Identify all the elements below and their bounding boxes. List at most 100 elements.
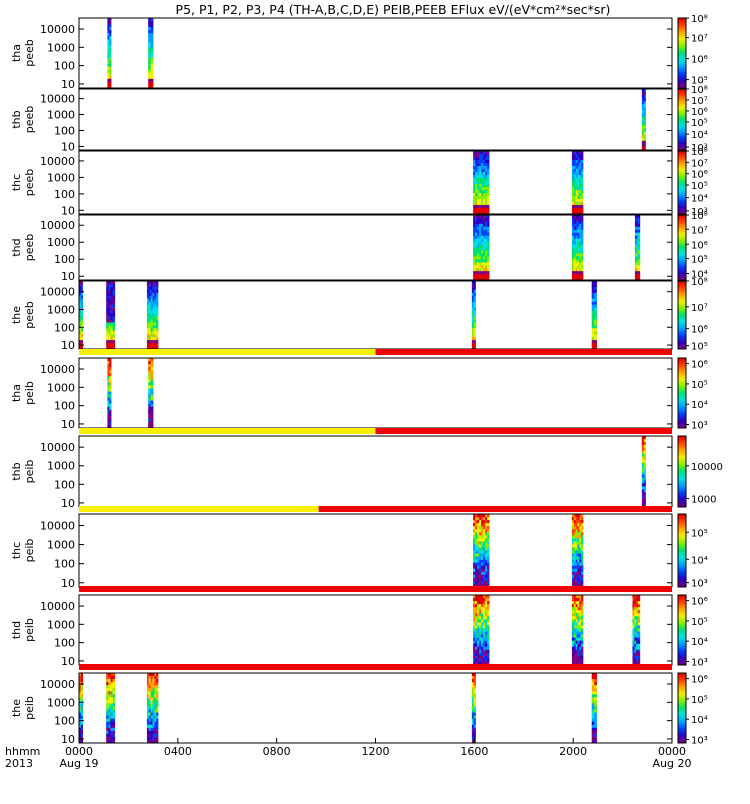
- spectrogram-cell: [112, 281, 116, 285]
- spectrogram-cell: [152, 739, 155, 743]
- spectrogram-cell: [150, 292, 153, 297]
- spectrogram-cell: [483, 262, 486, 266]
- spectrogram-cell: [479, 241, 482, 245]
- panel-frame: [78, 214, 673, 281]
- spectrogram-cell: [575, 196, 578, 200]
- spectrogram-cell: [487, 565, 490, 570]
- spectrogram-cell: [638, 601, 641, 605]
- spectrogram-cell: [110, 289, 113, 294]
- spectrogram-cell: [477, 601, 480, 605]
- spectrogram-cell: [112, 703, 116, 707]
- spectrogram-cell: [643, 122, 646, 126]
- spectrogram-cell: [473, 646, 476, 651]
- spectrogram-cell: [148, 403, 151, 407]
- spectrogram-cell: [634, 607, 637, 611]
- spectrogram-cell: [477, 226, 480, 231]
- spectrogram-cell: [110, 733, 113, 738]
- spectrogram-cell: [156, 289, 159, 294]
- spectrogram-cell: [150, 385, 154, 389]
- spectrogram-cell: [485, 649, 488, 654]
- spectrogram-cell: [150, 364, 154, 368]
- colorbar-tick-label: 10⁵: [691, 695, 708, 706]
- panel-data: [473, 595, 641, 665]
- spectrogram-cell: [637, 247, 641, 251]
- spectrogram-cell: [641, 468, 645, 472]
- spectrogram-cell: [577, 193, 580, 197]
- spectrogram-cell: [643, 501, 646, 505]
- spectrogram-cell: [481, 199, 484, 203]
- y-tick-label: 10000: [40, 93, 75, 106]
- spectrogram-cell: [106, 289, 109, 294]
- colorbar-tick-label: 10³: [691, 579, 708, 590]
- spectrogram-cell: [112, 328, 116, 332]
- spectrogram-cell: [112, 334, 116, 338]
- spectrogram-cell: [632, 613, 635, 617]
- panel-label-product: peeb: [23, 301, 36, 329]
- spectrogram-cell: [579, 181, 582, 185]
- spectrogram-cell: [634, 622, 637, 626]
- spectrogram-cell: [571, 553, 575, 557]
- spectrogram-cell: [579, 571, 582, 576]
- spectrogram-cell: [107, 367, 110, 371]
- spectrogram-cell: [579, 157, 582, 161]
- spectrogram-cell: [106, 346, 109, 349]
- spectrogram-cell: [485, 652, 488, 657]
- spectrogram-cell: [575, 562, 578, 567]
- spectrogram-cell: [577, 217, 580, 222]
- spectrogram-cell: [109, 397, 112, 401]
- spectrogram-cell: [634, 604, 637, 608]
- spectrogram-cell: [148, 421, 151, 426]
- spectrogram-cell: [483, 259, 486, 263]
- spectrogram-cell: [487, 238, 490, 242]
- spectrogram-cell: [573, 547, 576, 551]
- spectrogram-cell: [146, 688, 150, 692]
- spectrogram-cell: [154, 313, 157, 317]
- spectrogram-cell: [80, 730, 83, 735]
- spectrogram-cell: [80, 295, 83, 300]
- spectrogram-cell: [481, 580, 484, 585]
- spectrogram-cell: [594, 685, 597, 689]
- spectrogram-cell: [632, 646, 635, 651]
- spectrogram-cell: [579, 565, 582, 570]
- spectrogram-cell: [577, 556, 580, 560]
- spectrogram-cell: [477, 256, 480, 260]
- spectrogram-cell: [152, 295, 155, 300]
- spectrogram-cell: [150, 24, 154, 28]
- spectrogram-cell: [471, 331, 475, 335]
- spectrogram-cell: [150, 409, 154, 414]
- spectrogram-cell: [150, 310, 153, 314]
- spectrogram-cell: [473, 547, 476, 551]
- spectrogram-cell: [107, 51, 110, 55]
- spectrogram-cell: [581, 529, 584, 533]
- spectrogram-cell: [150, 343, 153, 347]
- spectrogram-cell: [483, 526, 486, 530]
- spectrogram-cell: [79, 310, 82, 314]
- spectrogram-cell: [481, 616, 484, 620]
- spectrogram-cell: [485, 223, 488, 228]
- spectrogram-cell: [152, 328, 155, 332]
- spectrogram-cell: [594, 730, 597, 735]
- spectrogram-cell: [108, 718, 111, 722]
- spectrogram-cell: [146, 289, 150, 294]
- spectrogram-cell: [156, 718, 159, 722]
- spectrogram-cell: [106, 736, 109, 741]
- spectrogram-cell: [473, 256, 476, 260]
- spectrogram-cell: [154, 703, 157, 707]
- spectrogram-cell: [571, 571, 575, 576]
- spectrogram-cell: [150, 39, 154, 43]
- spectrogram-cell: [579, 172, 582, 176]
- spectrogram-cell: [479, 265, 482, 269]
- spectrogram-cell: [106, 703, 109, 707]
- spectrogram-cell: [148, 75, 151, 80]
- spectrogram-segment: [471, 673, 476, 743]
- y-tick-label: 10000: [40, 519, 75, 532]
- spectrogram-cell: [80, 316, 83, 320]
- spectrogram-cell: [152, 718, 155, 722]
- spectrogram-cell: [477, 562, 480, 567]
- mode-bar-segment: [79, 428, 376, 434]
- spectrogram-cell: [473, 727, 476, 732]
- spectrogram-cell: [148, 322, 151, 326]
- spectrogram-cell: [581, 628, 584, 632]
- spectrogram-cell: [643, 474, 646, 478]
- spectrogram-cell: [487, 577, 490, 582]
